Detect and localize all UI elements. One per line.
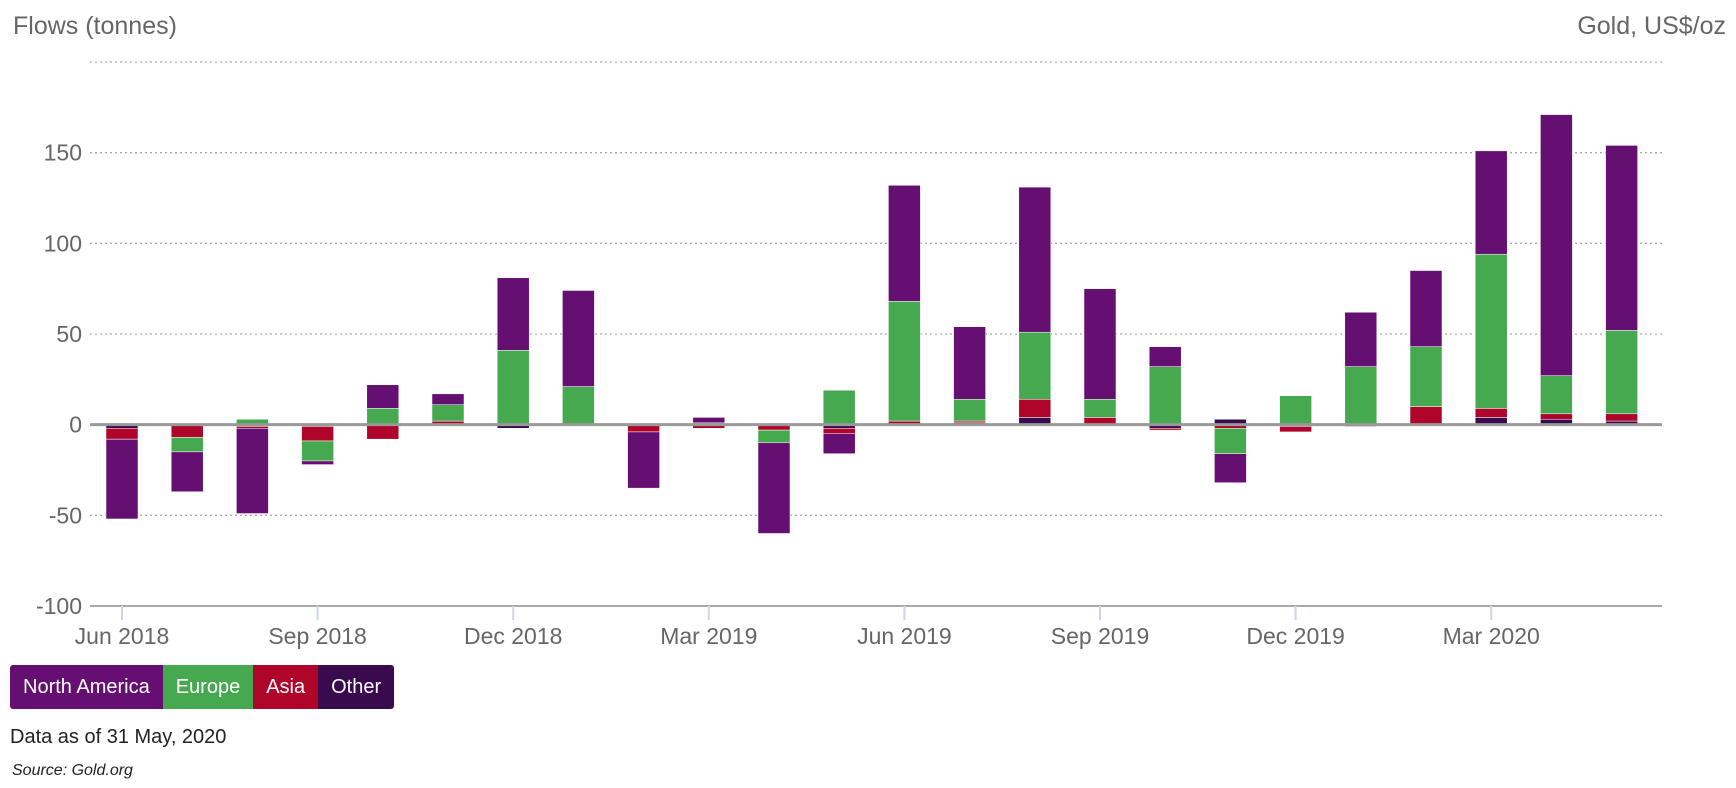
bar-segment-europe bbox=[1214, 428, 1247, 454]
bar-segment-north-america bbox=[562, 290, 595, 387]
bar-segment-north-america bbox=[301, 460, 334, 465]
bar-segment-europe bbox=[1474, 253, 1508, 409]
bar-segment-asia bbox=[301, 426, 334, 442]
bar-segment-europe bbox=[1018, 331, 1052, 400]
bar-segment-europe bbox=[1540, 375, 1573, 415]
bar-segment-europe bbox=[1279, 395, 1312, 425]
bar-segment-europe bbox=[1605, 330, 1638, 415]
y-tick-label: 0 bbox=[69, 412, 82, 438]
y-axis-ticks: -100 -50 0 50 100 150 bbox=[36, 140, 82, 619]
bar-segment-asia bbox=[1279, 426, 1312, 433]
y-tick-label: 150 bbox=[44, 140, 82, 166]
secondary-y-axis-title: Gold, US$/oz bbox=[1577, 12, 1726, 40]
bar-segment-europe bbox=[757, 429, 791, 444]
legend-item-north-america[interactable]: North America bbox=[10, 665, 163, 709]
bar-segment-asia bbox=[1605, 413, 1638, 422]
y-tick-label: -100 bbox=[36, 593, 82, 619]
stacked-bar-chart: -100 -50 0 50 100 150 Jun 2018 Sep 2018 Dec 201… bbox=[36, 61, 1662, 649]
bar-segment-north-america bbox=[496, 277, 530, 351]
legend-item-europe[interactable]: Europe bbox=[162, 665, 254, 709]
bar-segment-north-america bbox=[1148, 346, 1182, 367]
bars bbox=[105, 114, 1638, 534]
bar-segment-north-america bbox=[1083, 288, 1117, 400]
x-axis: Jun 2018 Sep 2018 Dec 2018 Mar 2019 Jun 2019… bbox=[75, 605, 1662, 649]
y-tick-label: 50 bbox=[56, 321, 82, 347]
bar-segment-europe bbox=[1344, 366, 1378, 425]
legend-item-other[interactable]: Other bbox=[318, 665, 395, 709]
bar-segment-asia bbox=[1540, 413, 1573, 420]
bar-segment-europe bbox=[170, 437, 204, 453]
bar-segment-europe bbox=[888, 301, 921, 422]
bar-segment-europe bbox=[953, 399, 986, 422]
bar-segment-europe bbox=[1148, 366, 1182, 425]
x-tick-label: Mar 2020 bbox=[1443, 623, 1540, 649]
bar-segment-europe bbox=[366, 408, 400, 425]
bar-segment-asia bbox=[236, 426, 269, 429]
legend-item-asia[interactable]: Asia bbox=[253, 665, 319, 709]
bar-segment-asia bbox=[953, 420, 986, 424]
bar-segment-north-america bbox=[1409, 270, 1443, 347]
bar-segment-asia bbox=[1018, 399, 1052, 418]
legend: North America Europe Asia Other bbox=[10, 665, 395, 709]
y-tick-label: 100 bbox=[44, 230, 82, 256]
bar-segment-north-america bbox=[1344, 311, 1378, 367]
bar-segment-north-america bbox=[1605, 145, 1638, 331]
bar-segment-north-america bbox=[692, 417, 726, 424]
bar-segment-north-america bbox=[105, 438, 139, 520]
bar-segment-north-america bbox=[170, 451, 204, 493]
data-date-note: Data as of 31 May, 2020 bbox=[10, 726, 227, 748]
bar-segment-asia bbox=[1148, 428, 1182, 431]
x-tick-label: Dec 2019 bbox=[1246, 623, 1344, 649]
bar-segment-europe bbox=[1083, 399, 1117, 418]
bar-segment-north-america bbox=[888, 185, 921, 302]
bar-segment-europe bbox=[1409, 346, 1443, 407]
bar-segment-europe bbox=[301, 440, 334, 462]
bar-segment-europe bbox=[822, 389, 856, 425]
x-tick-label: Jun 2019 bbox=[857, 623, 952, 649]
bar-segment-north-america bbox=[953, 326, 986, 400]
bar-segment-asia bbox=[822, 428, 856, 434]
bar-segment-north-america bbox=[236, 428, 269, 514]
bar-segment-north-america bbox=[431, 393, 465, 405]
y-tick-label: -50 bbox=[49, 502, 82, 528]
bar-segment-north-america bbox=[822, 433, 856, 454]
bar-segment-asia bbox=[170, 424, 204, 438]
bar-segment-north-america bbox=[1540, 114, 1573, 376]
bar-segment-north-america bbox=[757, 442, 791, 534]
bar-segment-asia bbox=[366, 424, 400, 440]
x-tick-label: Sep 2018 bbox=[268, 623, 366, 649]
x-tick-label: Dec 2018 bbox=[464, 623, 562, 649]
bar-segment-asia bbox=[1474, 408, 1508, 418]
x-tick-label: Jun 2018 bbox=[75, 623, 170, 649]
bar-segment-north-america bbox=[1474, 150, 1508, 255]
bar-segment-north-america bbox=[1214, 453, 1247, 483]
bar-segment-asia bbox=[1409, 406, 1443, 425]
x-tick-label: Mar 2019 bbox=[660, 623, 757, 649]
x-tick-label: Sep 2019 bbox=[1051, 623, 1149, 649]
bar-segment-north-america bbox=[366, 384, 400, 409]
y-axis-title: Flows (tonnes) bbox=[13, 12, 177, 40]
bar-segment-north-america bbox=[1018, 186, 1052, 333]
bar-segment-europe bbox=[496, 350, 530, 425]
bar-segment-europe bbox=[562, 386, 595, 425]
bar-segment-north-america bbox=[627, 431, 660, 489]
bar-segment-europe bbox=[431, 404, 465, 422]
source-note: Source: Gold.org bbox=[12, 762, 133, 779]
bar-segment-asia bbox=[105, 428, 139, 440]
gridlines bbox=[90, 61, 1662, 516]
